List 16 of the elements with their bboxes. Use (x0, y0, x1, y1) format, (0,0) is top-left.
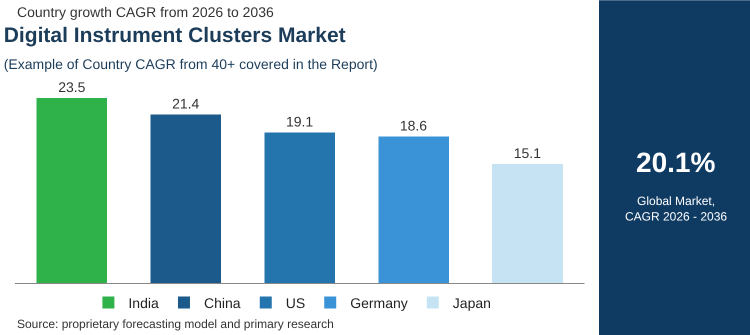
text: Country growth CAGR from 2026 to 2036 (17, 4, 274, 20)
legend-label: Japan (452, 294, 491, 311)
data-label: 21.4 (172, 95, 200, 112)
source-note: Source: proprietary forecasting model and primary research (17, 317, 334, 331)
chart-title: Digital Instrument Clusters Market (4, 24, 346, 47)
chart-subtitle: (Example of Country CAGR from 40+ covered in the Report) (4, 56, 378, 72)
data-label: 18.6 (400, 117, 428, 134)
data-label: 23.5 (58, 78, 86, 95)
text: 20.1% (636, 147, 716, 178)
text: Global Market, CAGR 2026 - 2036 (625, 194, 728, 224)
legend-label: India (128, 294, 159, 311)
legend-label: US (286, 294, 306, 311)
data-label: 19.1 (286, 113, 314, 130)
legend-label: China (204, 294, 241, 311)
legend-label: Germany (350, 294, 408, 311)
data-label: 15.1 (514, 144, 542, 161)
